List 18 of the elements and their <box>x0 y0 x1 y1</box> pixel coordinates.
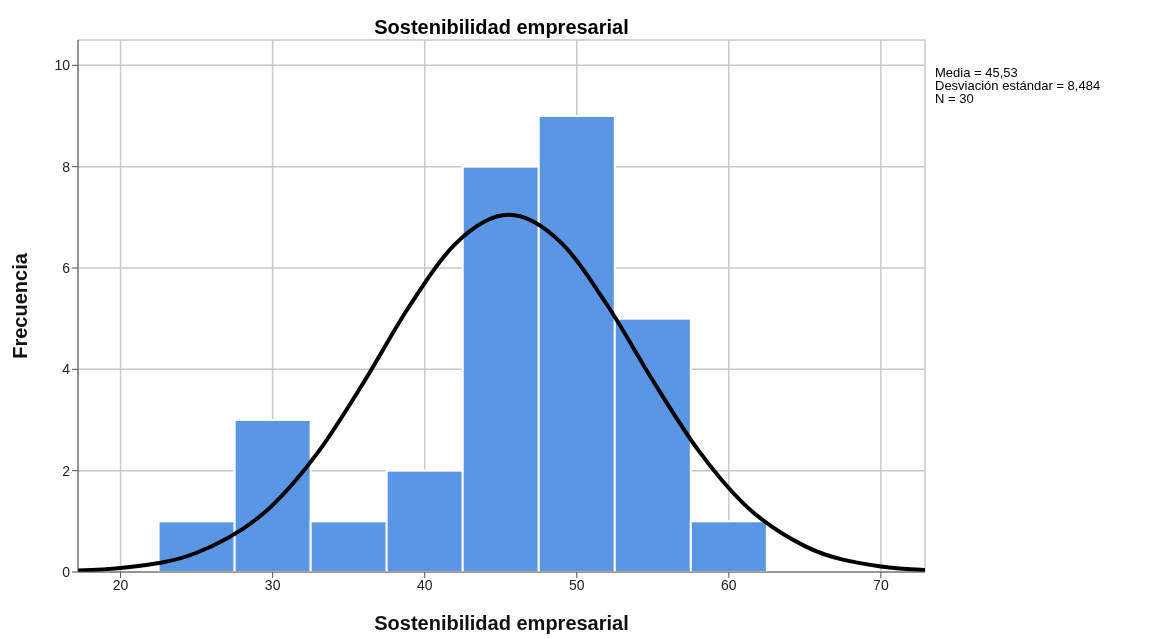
x-tick-label: 70 <box>873 576 889 593</box>
y-axis-title: Frecuencia <box>9 252 32 359</box>
x-tick-label: 60 <box>721 576 737 593</box>
x-axis-title: Sostenibilidad empresarial <box>374 612 629 634</box>
y-tick-label: 2 <box>62 462 71 479</box>
x-tick-label: 20 <box>112 576 129 593</box>
text: Media = 45,53 <box>935 65 1019 80</box>
text: N = 30 <box>935 91 975 106</box>
y-tick-label: 0 <box>62 563 71 580</box>
chart-title: Sostenibilidad empresarial <box>373 16 630 39</box>
y-tick-label: 4 <box>62 361 71 378</box>
y-tick-label: 8 <box>62 158 71 175</box>
x-tick-label: 40 <box>416 576 433 593</box>
text: Desviación estándar = 8,484 <box>935 78 1101 93</box>
y-tick-label: 10 <box>54 57 71 74</box>
y-tick-label: 6 <box>62 259 71 276</box>
x-tick-label: 30 <box>264 576 281 593</box>
x-tick-label: 50 <box>568 576 585 593</box>
